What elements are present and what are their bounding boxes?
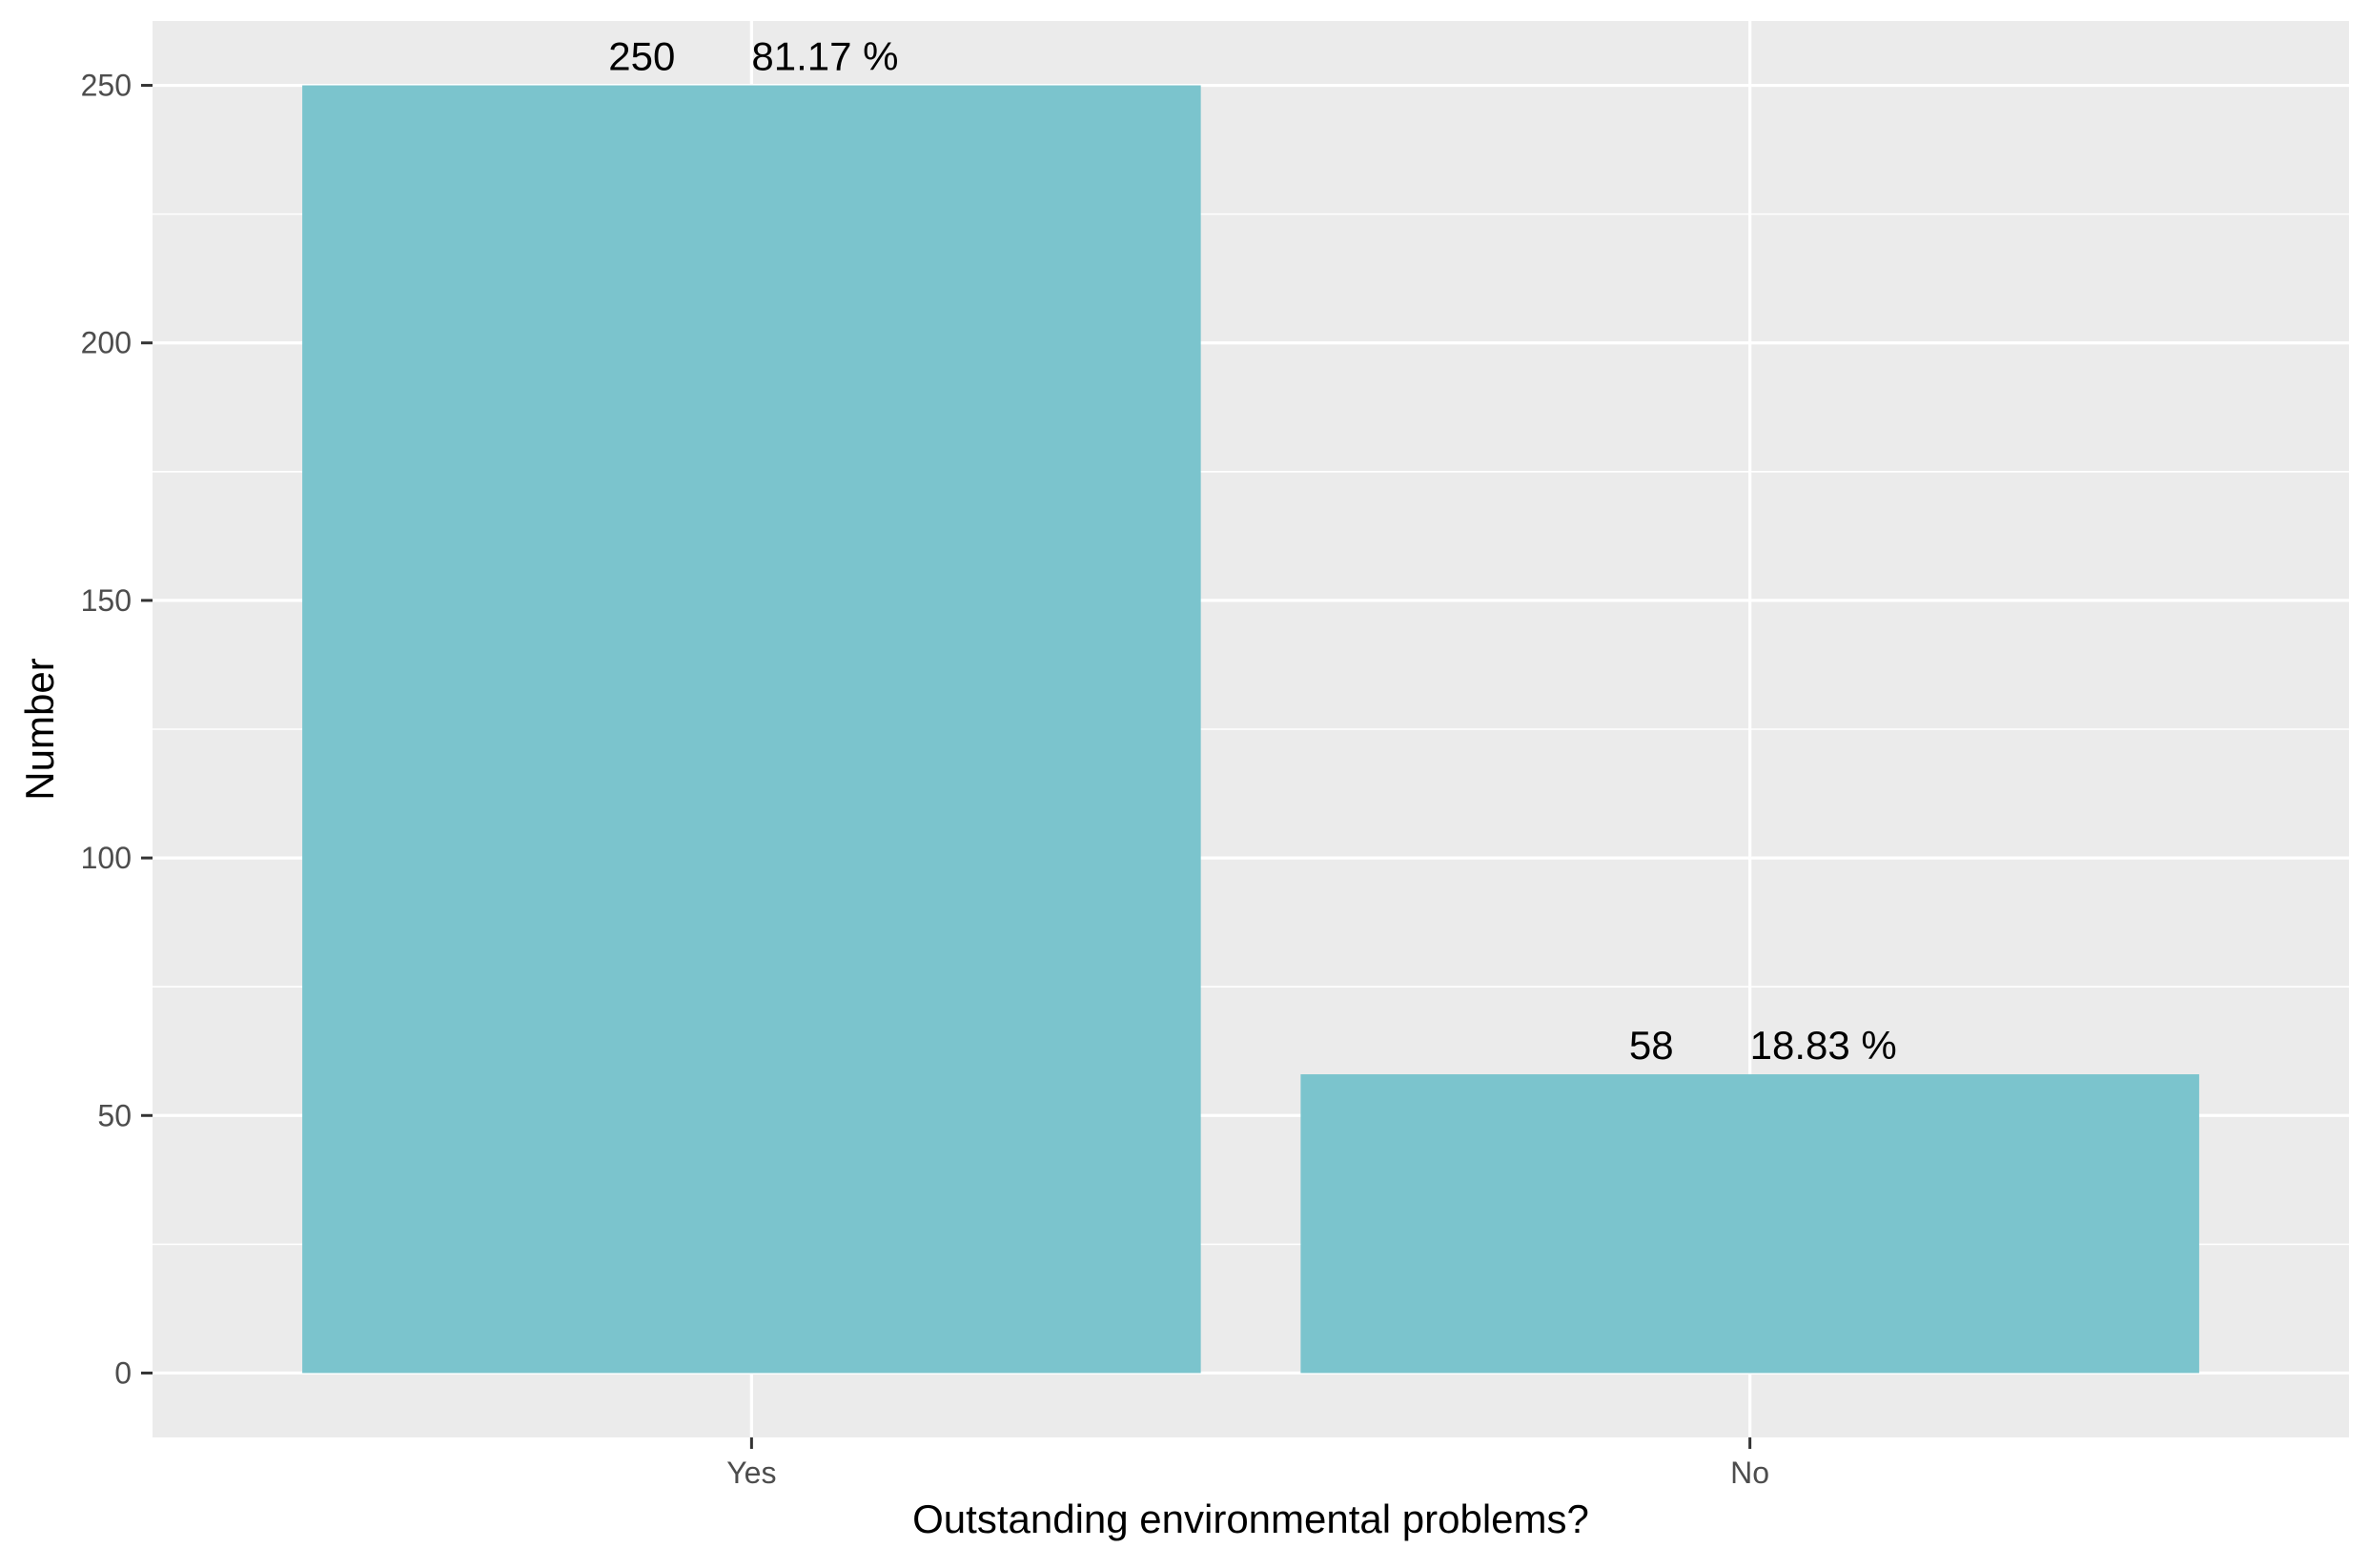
x-axis: Yes No	[726, 1437, 1769, 1490]
y-tick-label: 150	[81, 583, 132, 618]
count-label: 58	[1629, 1023, 1674, 1068]
y-axis-title: Number	[17, 658, 62, 800]
y-tick-label: 250	[81, 69, 132, 103]
bars	[302, 85, 2199, 1374]
count-label: 250	[608, 34, 675, 79]
bar-no	[1300, 1074, 2199, 1374]
percent-label: 18.83 %	[1750, 1023, 1897, 1068]
y-tick-label: 200	[81, 326, 132, 360]
x-tick-label: Yes	[726, 1456, 776, 1490]
x-axis-title: Outstanding environmental problems?	[912, 1497, 1589, 1541]
y-tick-label: 100	[81, 841, 132, 875]
y-axis: 0 50 100 150 200 250	[81, 69, 153, 1390]
x-tick-label: No	[1730, 1456, 1769, 1490]
data-labels: 250 81.17 % 58 18.83 %	[608, 34, 1896, 1068]
bar-yes	[302, 85, 1201, 1374]
percent-label: 81.17 %	[751, 34, 898, 79]
y-tick-label: 0	[114, 1355, 132, 1390]
y-tick-label: 50	[97, 1098, 132, 1132]
